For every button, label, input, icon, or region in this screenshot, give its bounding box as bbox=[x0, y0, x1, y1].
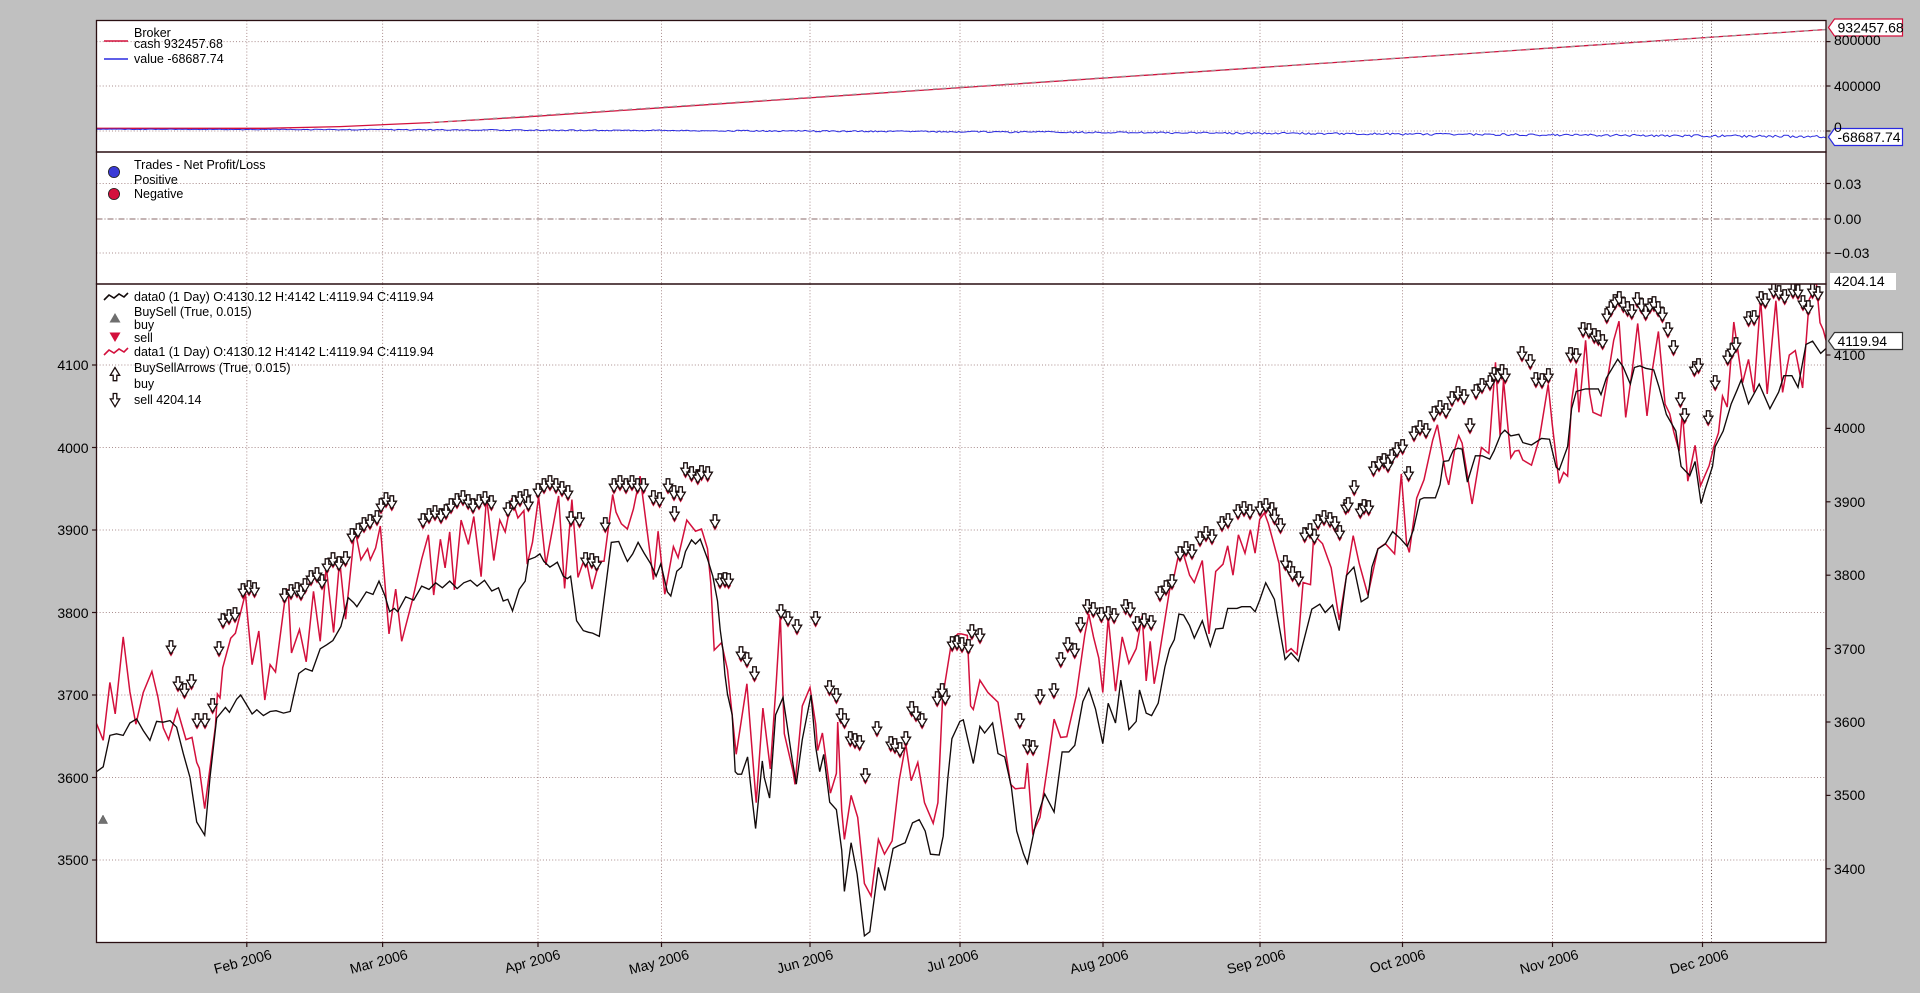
svg-text:-68687.74: -68687.74 bbox=[1838, 129, 1901, 145]
svg-text:4119.94: 4119.94 bbox=[1838, 333, 1888, 349]
svg-text:4204.14: 4204.14 bbox=[1834, 273, 1885, 289]
svg-text:932457.68: 932457.68 bbox=[1838, 20, 1904, 36]
